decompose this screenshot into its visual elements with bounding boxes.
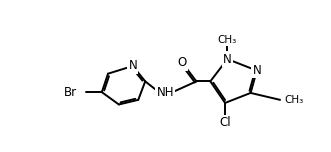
Text: CH₃: CH₃ — [284, 95, 303, 105]
Text: N: N — [253, 64, 261, 77]
Text: O: O — [178, 56, 187, 69]
Text: CH₃: CH₃ — [218, 35, 237, 45]
Text: N: N — [223, 53, 232, 66]
Text: N: N — [128, 59, 137, 73]
Text: NH: NH — [157, 86, 174, 99]
Text: Br: Br — [64, 86, 77, 99]
Text: Cl: Cl — [219, 116, 231, 130]
